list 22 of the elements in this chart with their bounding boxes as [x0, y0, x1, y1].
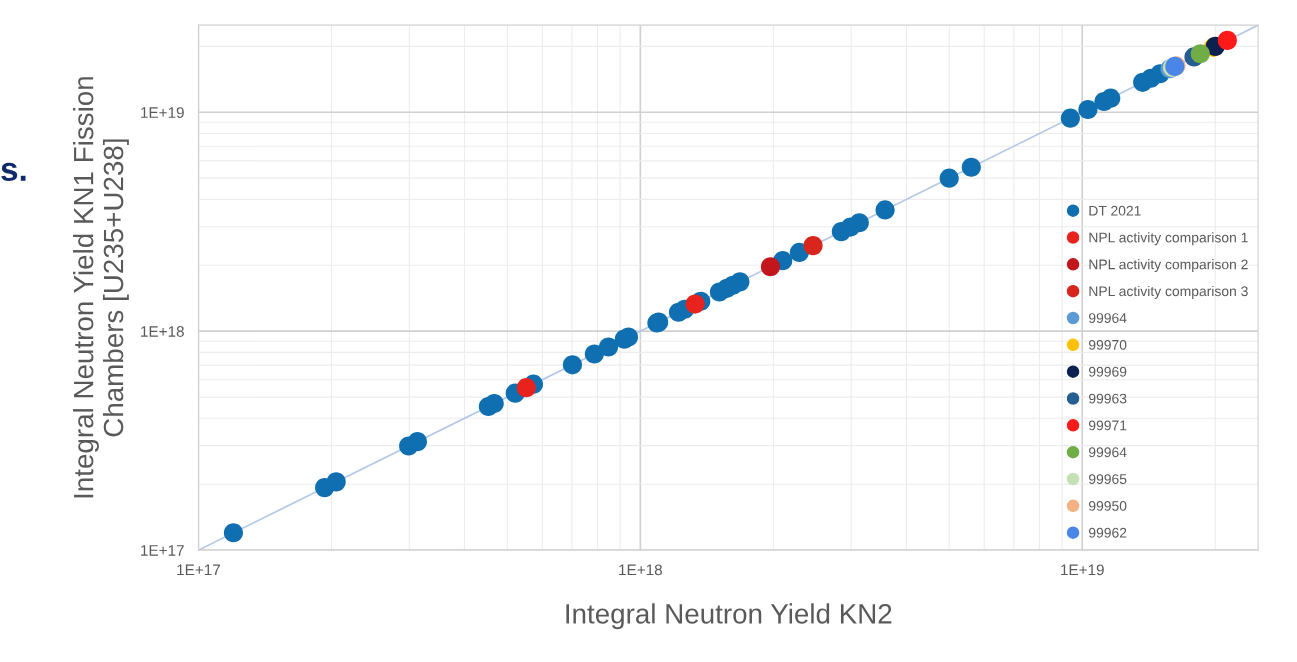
y-tick-label: 1E+18	[141, 326, 184, 337]
y-tick-label: 1E+17	[141, 545, 184, 556]
x-tick-label: 1E+17	[177, 564, 220, 576]
legend-label: 99970	[1088, 339, 1127, 350]
text: s.	[1, 162, 26, 182]
legend-label: 99965	[1088, 474, 1127, 484]
legend-label: NPL activity comparison 1	[1089, 232, 1248, 246]
y-tick-label: 1E+19	[141, 107, 184, 118]
legend-label: 99969	[1088, 366, 1127, 377]
legend-label: NPL activity comparison 2	[1089, 259, 1248, 273]
legend-label: 99964	[1088, 313, 1127, 323]
x-axis-title: Integral Neutron Yield KN2	[566, 603, 892, 630]
y-axis-title: Integral Neutron Yield KN1 Fission Chambers [U235+U238]	[73, 77, 129, 498]
legend-label: NPL activity comparison 3	[1089, 285, 1248, 299]
legend-label: 99963	[1088, 393, 1127, 404]
legend-label: 99964	[1088, 447, 1127, 458]
legend-label: DT 2021	[1089, 205, 1141, 216]
legend-label: 99962	[1088, 527, 1127, 538]
x-tick-label: 1E+18	[619, 564, 662, 576]
x-tick-label: 1E+19	[1061, 564, 1104, 576]
legend-label: 99971	[1088, 420, 1127, 431]
legend-label: 99950	[1088, 500, 1127, 511]
